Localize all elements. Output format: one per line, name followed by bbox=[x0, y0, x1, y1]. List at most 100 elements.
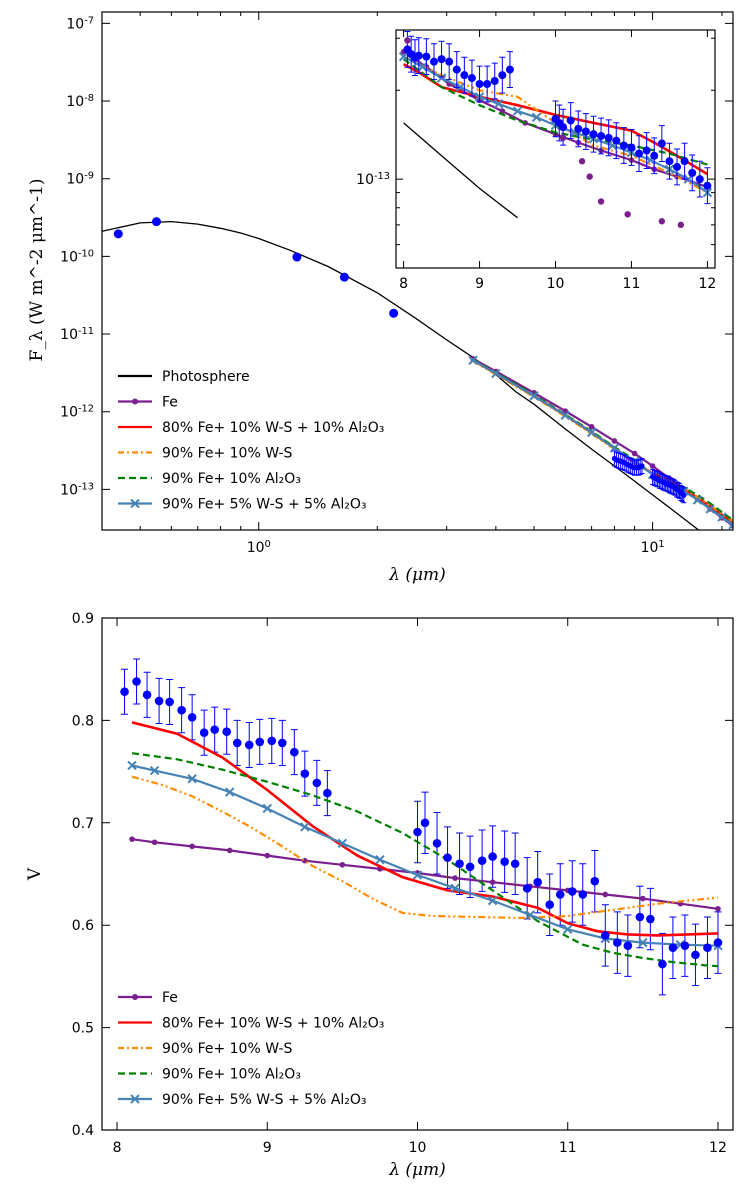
bottom-point-35 bbox=[590, 876, 600, 886]
top-y-tick-label-1-base: 10 bbox=[60, 405, 78, 421]
inset-point-24 bbox=[604, 133, 613, 142]
bottom-series-fe-marker-3 bbox=[226, 847, 233, 854]
bottom-point-17 bbox=[312, 778, 322, 788]
bottom-point-33 bbox=[567, 887, 577, 896]
bottom-point-25 bbox=[477, 856, 487, 865]
bottom-point-3 bbox=[154, 696, 164, 706]
bottom-series-m90mix-marker-10 bbox=[487, 895, 498, 906]
bottom-series-m90mix-marker-2 bbox=[187, 774, 197, 784]
top-y-tick-label-5-exp: -8 bbox=[84, 93, 94, 104]
bottom-point-20 bbox=[420, 818, 430, 828]
bottom-series-m90mix-marker-6 bbox=[337, 838, 348, 848]
bottom-point-26 bbox=[488, 852, 497, 861]
bottom-y-tick-label-4: 0.8 bbox=[72, 713, 94, 729]
inset-point-35 bbox=[688, 168, 697, 177]
top-legend-marker-fe bbox=[132, 398, 138, 405]
bottom-series-m90mix-marker-7 bbox=[375, 854, 385, 865]
inset-series-m90ws-line bbox=[403, 55, 708, 194]
top-y-tick-label-5: 10-8 bbox=[66, 93, 94, 111]
top-legend-marker-m90mix bbox=[130, 498, 140, 509]
bottom-series-m90mix-marker-9 bbox=[450, 883, 460, 894]
inset-point-34 bbox=[680, 157, 689, 166]
bottom-series-m90mix-marker-1 bbox=[149, 765, 160, 776]
top-x-axis-label: λ (μm) bbox=[388, 565, 446, 585]
inset-point-13 bbox=[490, 76, 499, 85]
bottom-point-15 bbox=[290, 747, 299, 757]
top-y-tick-label-5-base: 10 bbox=[66, 94, 84, 110]
bottom-point-10 bbox=[232, 738, 242, 748]
top-y-tick-label-4: 10-9 bbox=[66, 170, 94, 188]
top-x-tick-label-0-exp: 0 bbox=[265, 539, 271, 550]
inset-point-22 bbox=[589, 130, 598, 139]
top-series-fe-marker-4 bbox=[588, 423, 595, 430]
bottom-point-36 bbox=[600, 931, 610, 940]
inset-point-8 bbox=[452, 65, 461, 74]
inset-point-11 bbox=[475, 80, 484, 89]
bottom-point-46 bbox=[713, 938, 723, 947]
inset-point-14 bbox=[498, 71, 507, 80]
inset-series-m90mix-marker-5 bbox=[493, 99, 504, 109]
top-y-axis-label: F_λ (W m^-2 μm^-1) bbox=[27, 179, 47, 362]
inset-extra-point-4 bbox=[597, 198, 605, 205]
inset-point-25 bbox=[612, 136, 621, 145]
bottom-series-fe-marker-4 bbox=[264, 852, 271, 859]
bottom-legend-label-m90ws: 90% Fe+ 10% W-S bbox=[162, 1041, 293, 1057]
top-y-tick-label-0-exp: -13 bbox=[78, 481, 94, 492]
inset-series-m90mix-marker-6 bbox=[512, 106, 523, 116]
bottom-point-39 bbox=[635, 912, 645, 922]
bottom-point-31 bbox=[545, 900, 555, 910]
bottom-point-14 bbox=[277, 738, 287, 748]
inset-x-tick-label-1: 9 bbox=[475, 276, 484, 292]
inset-point-23 bbox=[597, 131, 606, 140]
top-legend-label-fe: Fe bbox=[162, 395, 178, 411]
bottom-legend-label-m90al: 90% Fe+ 10% Al₂O₃ bbox=[162, 1067, 301, 1083]
inset-series-m90mix-marker-0 bbox=[398, 51, 409, 62]
bottom-series-fe-marker-13 bbox=[602, 891, 609, 898]
top-y-tick-label-1-exp: -12 bbox=[78, 403, 94, 414]
bottom-point-19 bbox=[413, 827, 422, 837]
top-series-fe-marker-5 bbox=[611, 438, 618, 444]
top-series-m90mix-marker-13 bbox=[728, 520, 733, 530]
bottom-point-34 bbox=[578, 890, 588, 899]
top-series-m90mix-marker-4 bbox=[586, 427, 597, 438]
top-photometry-point-2 bbox=[292, 252, 302, 262]
top-y-tick-label-6-exp: -7 bbox=[84, 15, 94, 26]
top-x-tick-label-1-exp: 1 bbox=[658, 539, 664, 550]
bottom-series-m90mix-marker-8 bbox=[412, 870, 423, 880]
top-y-tick-label-4-exp: -9 bbox=[84, 170, 94, 181]
top-legend-label-m90ws: 90% Fe+ 10% W-S bbox=[162, 446, 293, 462]
inset-series-m90mix-marker-7 bbox=[531, 112, 542, 122]
top-y-tick-label-3: 10-10 bbox=[60, 248, 94, 266]
top-series-fe-marker-6 bbox=[631, 450, 638, 457]
bottom-point-44 bbox=[691, 950, 700, 960]
inset-point-33 bbox=[673, 162, 682, 171]
bottom-point-7 bbox=[199, 728, 209, 737]
top-axes-frame bbox=[101, 11, 734, 531]
inset-point-5 bbox=[429, 57, 438, 66]
top-series-m90mix-marker-2 bbox=[529, 391, 539, 401]
bottom-point-9 bbox=[222, 727, 231, 736]
inset-point-30 bbox=[650, 151, 659, 160]
bottom-y-tick-label-2: 0.6 bbox=[72, 918, 94, 934]
bottom-y-tick-label-0: 0.4 bbox=[72, 1123, 94, 1139]
inset-point-15 bbox=[505, 65, 514, 74]
bottom-point-37 bbox=[613, 938, 622, 947]
visibility-chart: 8 9 10 11 12 0.4 0.5 0.6 0.7 0.8 0.9 λ (μm) V Fe 80% F… bbox=[25, 611, 734, 1180]
inset-extra-point-1 bbox=[559, 134, 567, 142]
top-x-tick-label-0-base: 10 bbox=[247, 540, 265, 556]
inset-extra-point-5 bbox=[624, 211, 631, 218]
bottom-point-1 bbox=[132, 677, 141, 686]
top-y-tick-label-3-exp: -10 bbox=[78, 248, 94, 259]
bottom-point-28 bbox=[510, 859, 520, 869]
inset-point-18 bbox=[559, 123, 568, 132]
bottom-series-m90mix-marker-11 bbox=[525, 910, 535, 920]
top-y-tick-label-3-base: 10 bbox=[60, 249, 78, 265]
top-y-tick-label-1: 10-12 bbox=[60, 403, 94, 421]
bottom-point-40 bbox=[646, 914, 655, 924]
bottom-series-m90mix-marker-12 bbox=[563, 924, 573, 935]
top-series-m90mix-marker-11 bbox=[705, 504, 715, 514]
top-series-m90mix-marker-10 bbox=[692, 495, 703, 505]
inset-point-12 bbox=[483, 80, 492, 89]
